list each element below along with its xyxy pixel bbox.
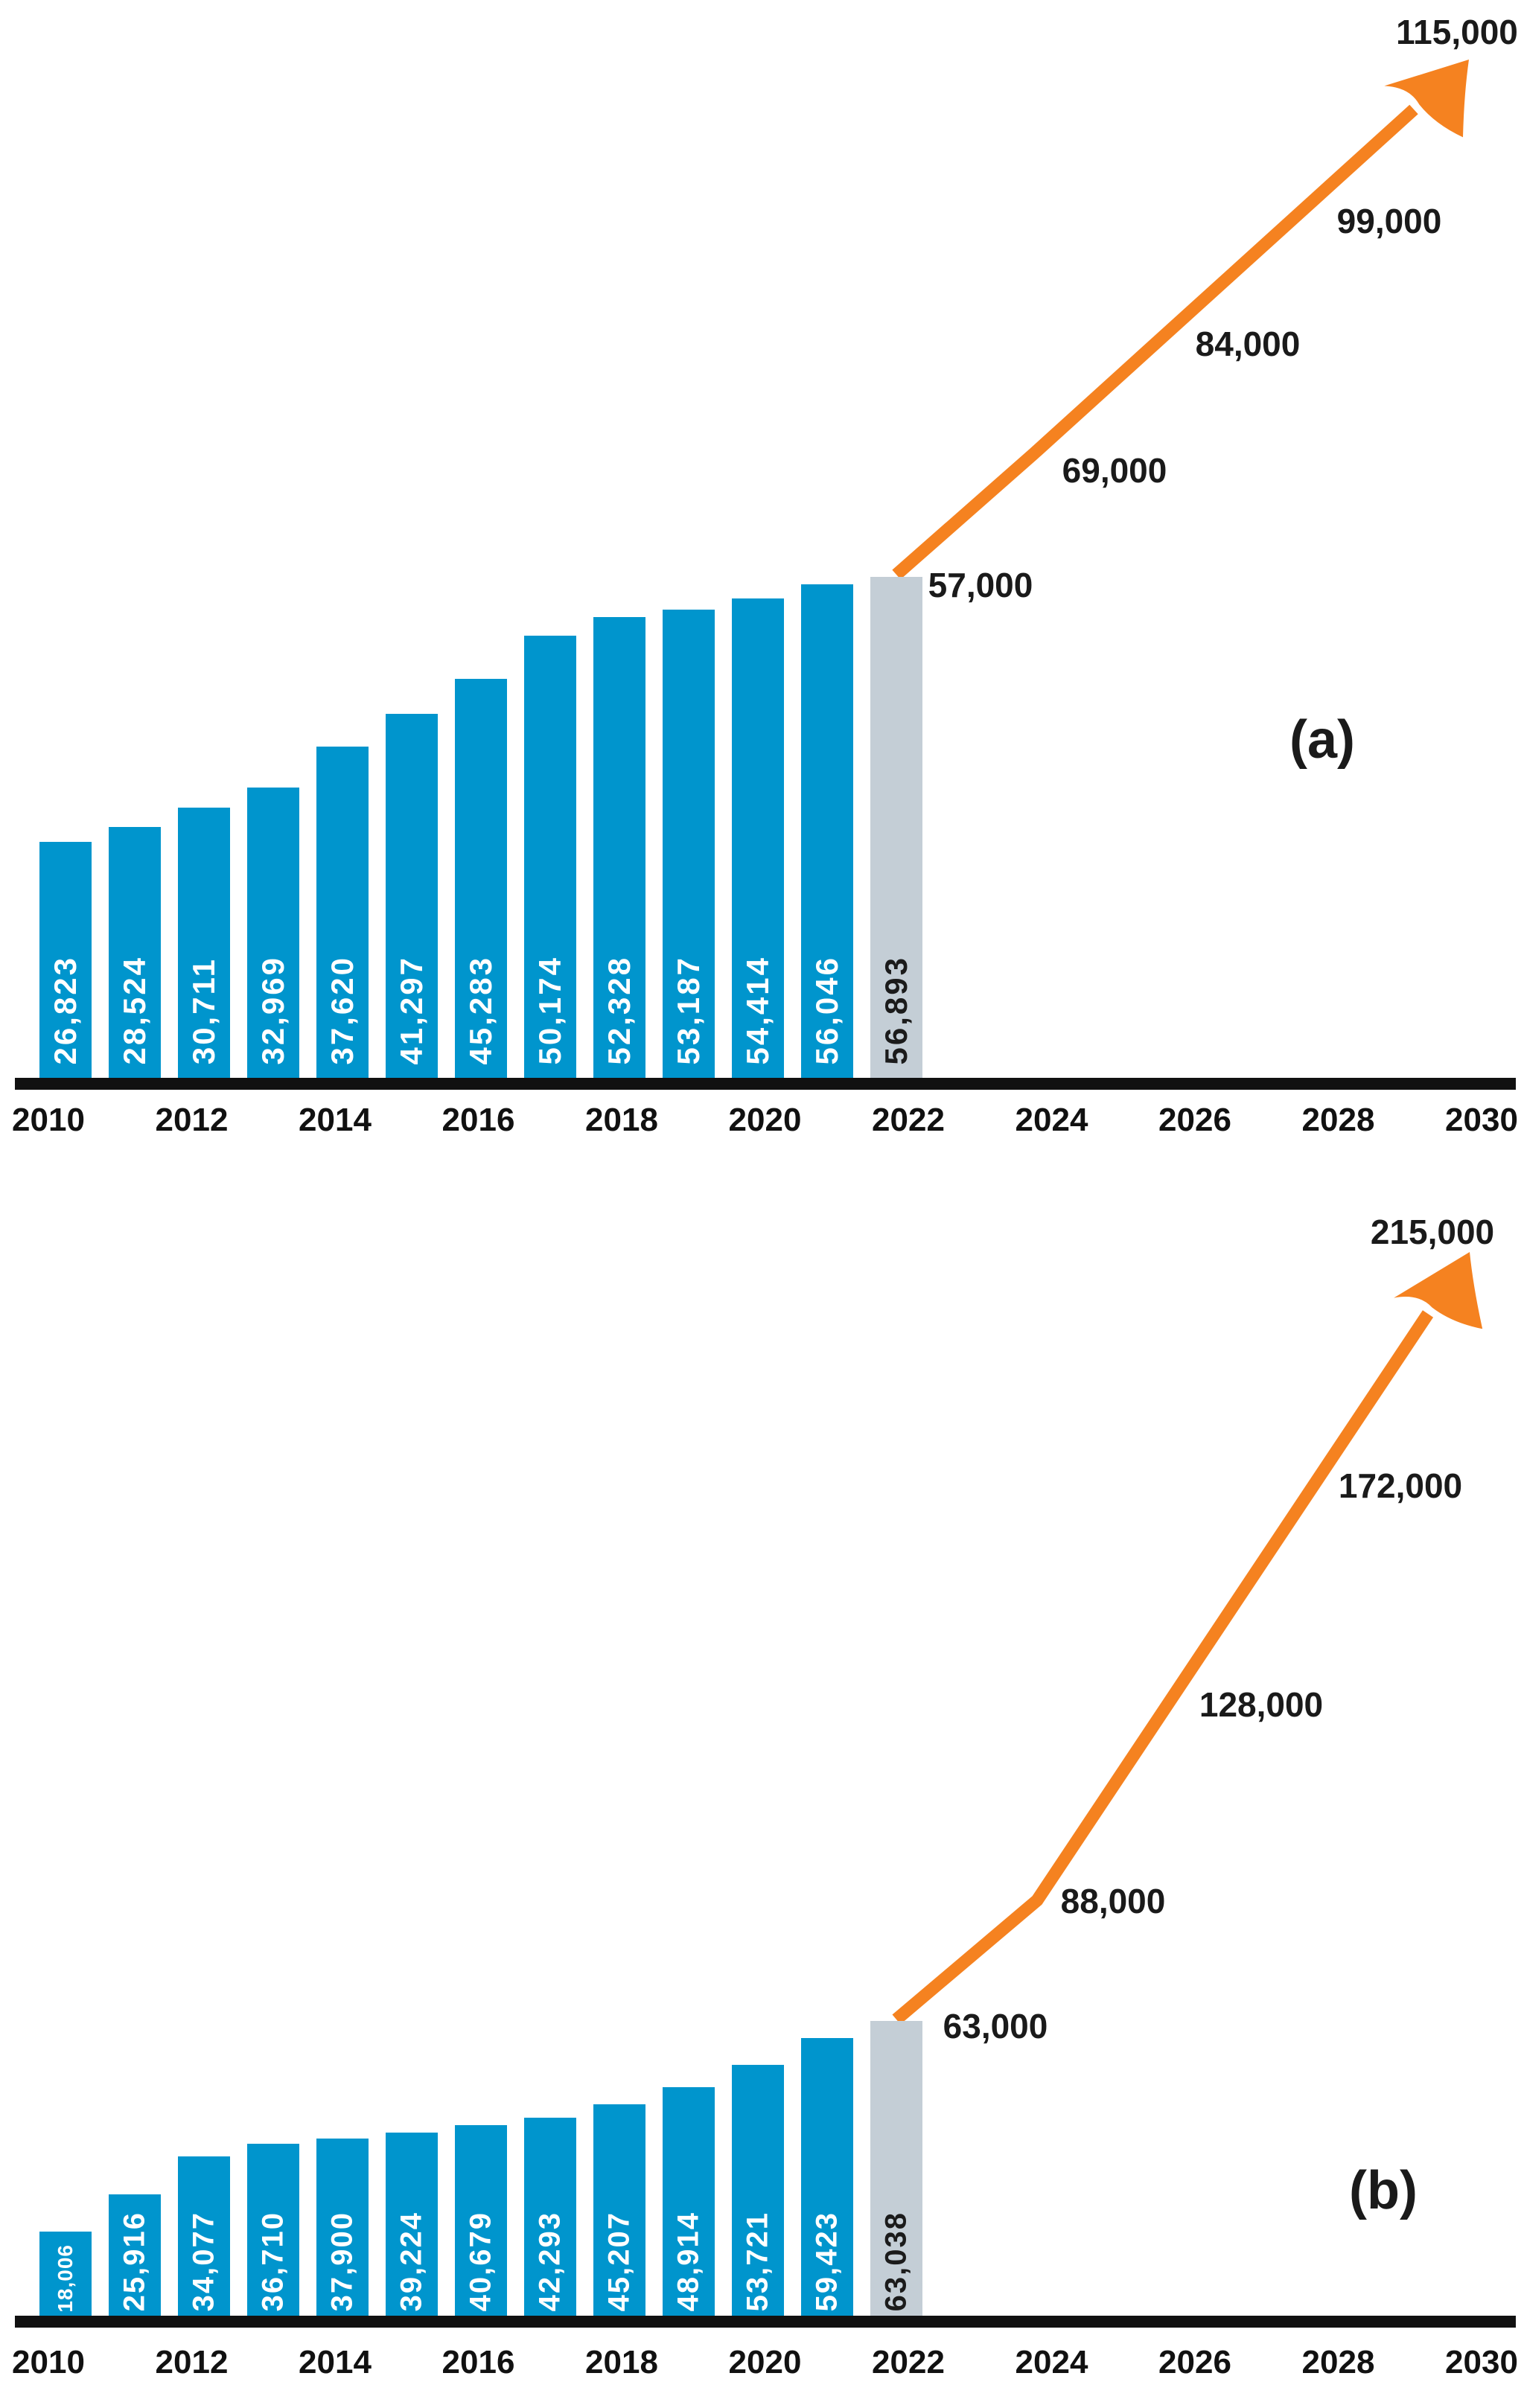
bar-2018: 52,328 bbox=[593, 616, 645, 1084]
bar-value-label: 48,914 bbox=[672, 2211, 705, 2311]
bar-2010: 18,006 bbox=[39, 2231, 92, 2322]
bar-2015: 39,224 bbox=[386, 2132, 438, 2322]
x-tick-2030: 2030 bbox=[1445, 1102, 1518, 1138]
bar-2011: 25,916 bbox=[109, 2194, 161, 2322]
bar-2013: 36,710 bbox=[247, 2144, 299, 2322]
projection-arrow-b bbox=[892, 1252, 1483, 2025]
bar-value-label: 56,046 bbox=[809, 955, 844, 1064]
x-tick-2010: 2010 bbox=[12, 2344, 85, 2380]
x-tick-2010: 2010 bbox=[12, 1102, 85, 1138]
projection-value-label: 128,000 bbox=[1199, 1685, 1324, 1724]
bar-value-label: 25,916 bbox=[118, 2211, 151, 2311]
x-tick-2016: 2016 bbox=[441, 2344, 515, 2380]
x-tick-2014: 2014 bbox=[299, 2344, 372, 2380]
bar-value-label: 28,524 bbox=[117, 955, 152, 1064]
x-tick-2026: 2026 bbox=[1158, 1102, 1231, 1138]
bar-value-label: 63,038 bbox=[879, 2211, 913, 2311]
bar-2016: 45,283 bbox=[455, 679, 507, 1084]
x-tick-2024: 2024 bbox=[1015, 2344, 1088, 2380]
bar-value-label: 45,283 bbox=[463, 955, 498, 1064]
bar-value-label: 34,077 bbox=[187, 2211, 220, 2311]
bar-value-label: 52,328 bbox=[602, 955, 637, 1064]
x-tick-2014: 2014 bbox=[299, 1102, 372, 1138]
bar-value-label: 59,423 bbox=[810, 2211, 844, 2311]
bar-2010: 26,823 bbox=[39, 841, 92, 1084]
projection-value-label: 84,000 bbox=[1195, 325, 1301, 363]
x-tick-2018: 2018 bbox=[585, 2344, 658, 2380]
bar-value-label: 42,293 bbox=[533, 2211, 567, 2311]
bar-2012: 34,077 bbox=[178, 2156, 230, 2322]
bar-2017: 42,293 bbox=[524, 2118, 576, 2322]
panel-label-a: (a) bbox=[1289, 710, 1355, 770]
projection-arrow-a bbox=[892, 60, 1469, 580]
bar-2019: 48,914 bbox=[663, 2086, 715, 2322]
panel-label-b: (b) bbox=[1349, 2161, 1418, 2220]
projection-value-label: 115,000 bbox=[1396, 13, 1518, 51]
x-tick-2016: 2016 bbox=[441, 1102, 515, 1138]
x-tick-2024: 2024 bbox=[1015, 1102, 1088, 1138]
bar-2011: 28,524 bbox=[109, 826, 161, 1084]
x-axis-line-a bbox=[15, 1078, 1516, 1090]
bar-2020: 53,721 bbox=[732, 2064, 784, 2322]
x-tick-2022: 2022 bbox=[872, 1102, 945, 1138]
x-tick-2030: 2030 bbox=[1445, 2344, 1518, 2380]
projection-arrowhead bbox=[1394, 1252, 1483, 1329]
projection-value-label: 57,000 bbox=[928, 566, 1033, 604]
chart-panel-b: 18,006 25,916 34,077 36,710 37,900 39,224 40,6… bbox=[0, 1191, 1524, 2408]
projection-arrow-shaft bbox=[892, 1310, 1434, 2025]
x-tick-2028: 2028 bbox=[1301, 1102, 1375, 1138]
x-tick-2026: 2026 bbox=[1158, 2344, 1231, 2380]
bar-value-label: 36,710 bbox=[256, 2211, 290, 2311]
x-axis-line-b bbox=[15, 2316, 1516, 2328]
bar-value-label: 37,900 bbox=[325, 2211, 359, 2311]
bar-value-label: 41,297 bbox=[394, 955, 429, 1064]
x-tick-2028: 2028 bbox=[1301, 2344, 1375, 2380]
x-tick-2012: 2012 bbox=[155, 2344, 229, 2380]
bar-2013: 32,969 bbox=[247, 787, 299, 1084]
bar-2021: 59,423 bbox=[801, 2037, 853, 2322]
bar-2012: 30,711 bbox=[178, 807, 230, 1084]
bar-value-label: 53,187 bbox=[671, 955, 706, 1064]
bar-value-label: 50,174 bbox=[532, 955, 567, 1064]
bar-2014: 37,620 bbox=[316, 746, 369, 1084]
bar-value-label: 40,679 bbox=[464, 2211, 497, 2311]
bar-value-label: 39,224 bbox=[395, 2211, 428, 2311]
bar-2019: 53,187 bbox=[663, 609, 715, 1084]
bar-value-label: 56,893 bbox=[879, 955, 914, 1064]
bar-2016: 40,679 bbox=[455, 2125, 507, 2322]
bar-value-label: 37,620 bbox=[325, 955, 360, 1064]
projection-arrow-shaft bbox=[892, 104, 1418, 580]
bar-value-label: 53,721 bbox=[741, 2211, 774, 2311]
bar-value-label: 32,969 bbox=[255, 955, 290, 1064]
projection-value-label: 215,000 bbox=[1370, 1213, 1495, 1251]
bar-2014: 37,900 bbox=[316, 2138, 369, 2322]
projection-arrowhead bbox=[1384, 60, 1469, 138]
chart-panel-a: 26,823 28,524 30,711 32,969 37,620 41,297 45,2… bbox=[0, 0, 1524, 1161]
x-tick-2012: 2012 bbox=[155, 1102, 229, 1138]
bar-value-label: 30,711 bbox=[186, 957, 221, 1064]
bar-2020: 54,414 bbox=[732, 598, 784, 1084]
bar-2015: 41,297 bbox=[386, 714, 438, 1084]
x-tick-2018: 2018 bbox=[585, 1102, 658, 1138]
projection-value-label: 69,000 bbox=[1062, 451, 1167, 490]
x-tick-2022: 2022 bbox=[872, 2344, 945, 2380]
projection-value-label: 99,000 bbox=[1336, 202, 1442, 240]
bar-2017: 50,174 bbox=[524, 636, 576, 1084]
bar-2021: 56,046 bbox=[801, 584, 853, 1084]
bar-2022: 56,893 bbox=[870, 576, 922, 1084]
bar-2018: 45,207 bbox=[593, 2104, 645, 2322]
projection-value-label: 172,000 bbox=[1338, 1466, 1463, 1505]
bar-value-label: 18,006 bbox=[54, 2244, 77, 2313]
bar-value-label: 54,414 bbox=[740, 955, 775, 1064]
x-tick-2020: 2020 bbox=[728, 1102, 802, 1138]
projection-value-label: 63,000 bbox=[943, 2007, 1048, 2045]
bar-2022: 63,038 bbox=[870, 2021, 922, 2322]
bar-value-label: 26,823 bbox=[48, 955, 83, 1064]
bar-value-label: 45,207 bbox=[602, 2211, 636, 2311]
projection-value-label: 88,000 bbox=[1060, 1882, 1166, 1920]
x-tick-2020: 2020 bbox=[728, 2344, 802, 2380]
